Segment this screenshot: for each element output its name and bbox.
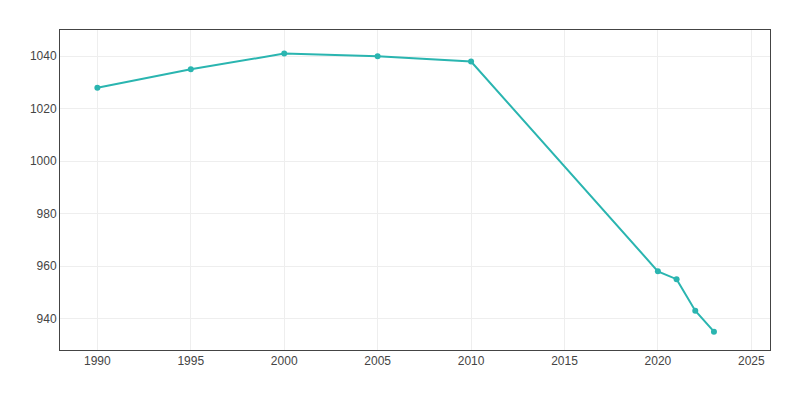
svg-text:940: 940 — [37, 312, 57, 326]
svg-text:2015: 2015 — [551, 354, 578, 368]
svg-text:1995: 1995 — [177, 354, 204, 368]
svg-text:2005: 2005 — [364, 354, 391, 368]
svg-text:2000: 2000 — [271, 354, 298, 368]
svg-text:2025: 2025 — [738, 354, 765, 368]
svg-text:2010: 2010 — [458, 354, 485, 368]
svg-text:980: 980 — [37, 207, 57, 221]
svg-text:2020: 2020 — [645, 354, 672, 368]
svg-text:1000: 1000 — [30, 154, 57, 168]
svg-text:960: 960 — [37, 259, 57, 273]
svg-text:1040: 1040 — [30, 49, 57, 63]
svg-text:1990: 1990 — [84, 354, 111, 368]
svg-text:1020: 1020 — [30, 102, 57, 116]
